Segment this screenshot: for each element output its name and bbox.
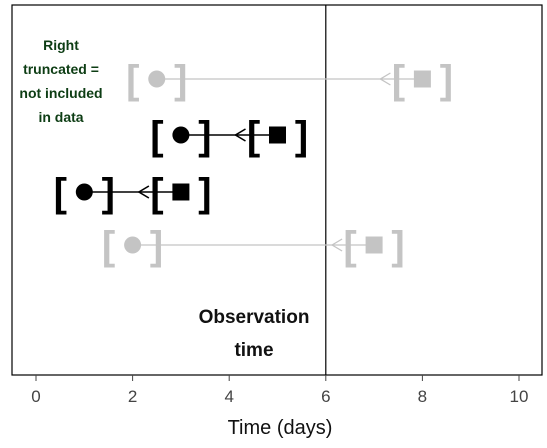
bracket-open: [ <box>126 58 139 102</box>
x-tick-label: 2 <box>128 387 137 406</box>
x-tick-label: 10 <box>510 387 529 406</box>
bracket-close: ] <box>198 114 211 158</box>
start-point-circle <box>148 70 166 88</box>
bracket-close: ] <box>440 58 453 102</box>
start-point-circle <box>124 236 142 254</box>
end-point-square <box>172 183 190 201</box>
note-line-3: not included <box>19 85 102 101</box>
x-tick-label: 6 <box>321 387 330 406</box>
bracket-open: [ <box>150 114 163 158</box>
interval-pairs: [][][][][][][][] <box>54 58 453 268</box>
end-point-square <box>413 70 431 88</box>
bracket-open: [ <box>150 171 163 215</box>
plot-frame <box>11 4 543 376</box>
note-line-4: in data <box>38 109 83 125</box>
bracket-open: [ <box>54 171 67 215</box>
end-point-square <box>269 126 286 144</box>
start-point-circle <box>172 126 190 144</box>
arrow-head <box>233 128 246 142</box>
arrow-head <box>379 72 391 86</box>
note-line-2: truncated = <box>23 61 99 77</box>
x-axis-ticks: 0 2 4 6 8 10 <box>31 375 528 406</box>
included-interval-pair: [] [] <box>150 114 308 158</box>
bracket-open: [ <box>247 114 260 158</box>
observation-time-label: Observation time <box>199 307 310 361</box>
x-axis-title: Time (days) <box>228 417 333 439</box>
bracket-close: ] <box>150 224 163 268</box>
bracket-close: ] <box>174 58 187 102</box>
bracket-close: ] <box>198 171 211 215</box>
arrow-head <box>330 238 343 252</box>
x-tick-label: 4 <box>224 387 233 406</box>
bracket-close: ] <box>102 171 115 215</box>
bracket-open: [ <box>102 224 115 268</box>
bracket-open: [ <box>392 58 405 102</box>
x-tick-label: 8 <box>418 387 427 406</box>
observation-label-line-1: Observation <box>199 307 310 328</box>
included-interval-pair: [] [] <box>54 171 212 215</box>
arrow-head <box>137 185 150 199</box>
bracket-open: [ <box>343 224 356 268</box>
bracket-close: ] <box>391 224 404 268</box>
start-point-circle <box>75 183 93 201</box>
note-line-1: Right <box>43 37 79 53</box>
end-point-square <box>365 236 383 254</box>
bracket-close: ] <box>295 114 308 158</box>
truncated-interval-pair: [] [] <box>126 58 453 102</box>
truncated-interval-pair: [] [] <box>102 224 405 268</box>
right-truncated-note: Right truncated = not included in data <box>19 37 102 125</box>
observation-label-line-2: time <box>234 340 273 361</box>
x-tick-label: 0 <box>31 387 40 406</box>
